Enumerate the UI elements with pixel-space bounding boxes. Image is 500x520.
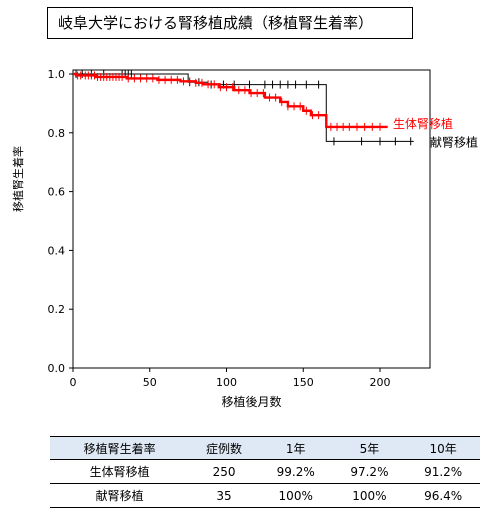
x-tick-label: 50 <box>143 376 157 389</box>
series-label: 生体腎移植 <box>393 116 453 131</box>
table-cell: 250 <box>189 459 259 484</box>
y-tick-label: 0.6 <box>48 186 66 199</box>
table-row: 生体腎移植 250 99.2% 97.2% 91.2% <box>50 459 480 484</box>
header-cell: 5年 <box>332 436 407 460</box>
table-row: 献腎移植 35 100% 100% 96.4% <box>50 483 480 508</box>
table-cell: 91.2% <box>406 459 480 484</box>
series-line <box>73 73 414 142</box>
x-tick-label: 200 <box>370 376 391 389</box>
table-cell: 97.2% <box>332 459 407 484</box>
y-tick-label: 0.4 <box>48 244 66 257</box>
x-tick-label: 100 <box>216 376 237 389</box>
y-tick-label: 1.0 <box>48 68 66 81</box>
summary-table-header: 移植腎生着率 症例数 1年 5年 10年 <box>50 436 480 460</box>
x-tick-label: 150 <box>293 376 314 389</box>
table-cell: 35 <box>189 483 259 508</box>
y-axis-label: 移植腎生着率 <box>11 146 25 212</box>
y-tick-label: 0.0 <box>48 362 66 375</box>
table-cell: 96.4% <box>406 483 480 508</box>
header-cell: 10年 <box>406 436 480 460</box>
table-cell: 99.2% <box>258 459 333 484</box>
y-tick-label: 0.2 <box>48 303 66 316</box>
header-cell: 1年 <box>258 436 333 460</box>
survival-chart: 0.0 0.2 0.4 0.6 0.8 1.0 0 50 100 150 200 移植後月数 移植腎生着… <box>11 68 478 409</box>
table-cell: 献腎移植 <box>50 483 190 508</box>
x-tick-label: 0 <box>70 376 77 389</box>
table-cell: 100% <box>258 483 333 508</box>
chart-title: 岐阜大学における腎移植成績（移植腎生着率） <box>47 7 413 39</box>
series-label: 献腎移植 <box>430 134 478 149</box>
y-tick-label: 0.8 <box>48 127 66 140</box>
table-cell: 生体腎移植 <box>50 459 190 484</box>
header-cell: 症例数 <box>189 436 259 460</box>
series-line <box>73 72 388 129</box>
plot-frame <box>72 69 431 369</box>
header-cell: 移植腎生着率 <box>50 436 190 460</box>
table-cell: 100% <box>332 483 407 508</box>
x-axis-label: 移植後月数 <box>221 394 281 409</box>
summary-table: 移植腎生着率 症例数 1年 5年 10年 生体腎移植 250 99.2% 97.… <box>50 436 480 508</box>
